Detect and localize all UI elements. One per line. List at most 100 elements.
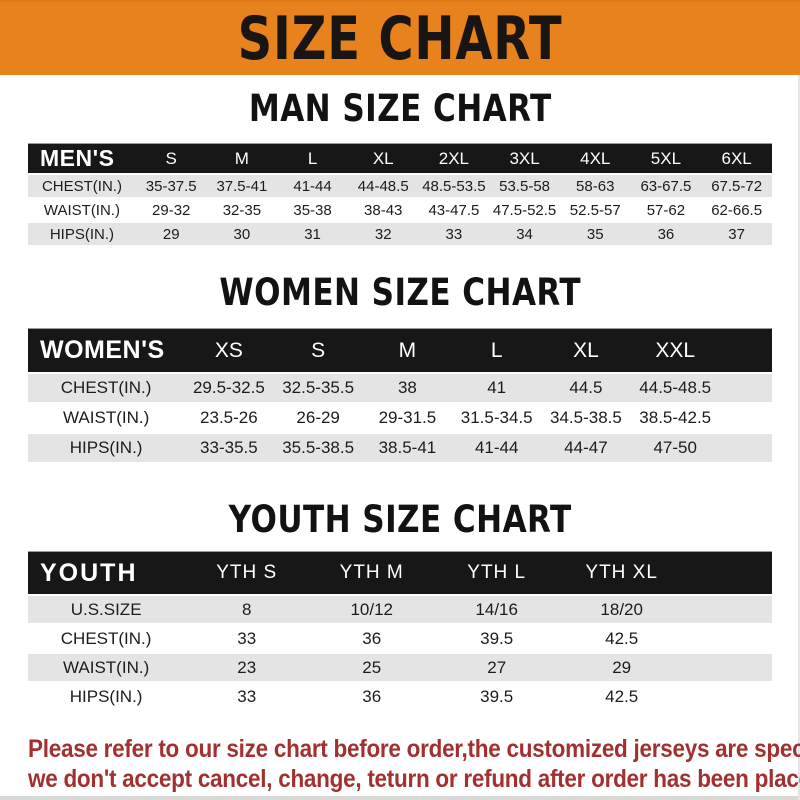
table-cell: 53.5-58 (489, 175, 560, 199)
table-cell: 63-67.5 (630, 175, 702, 199)
table-cell: 36 (309, 625, 435, 654)
column-header: XL (541, 328, 631, 374)
column-header: 6XL (701, 143, 772, 175)
table-cell: 42.5 (559, 625, 685, 654)
table-cell: 38 (362, 374, 453, 404)
table-corner-label: MEN'S (28, 143, 136, 175)
table-cell: 47.5-52.5 (489, 199, 560, 223)
table-cell: 41-44 (277, 175, 348, 199)
table-cell: 8 (184, 596, 310, 625)
table-row: HIPS(IN.) 33 36 39.5 42.5 (28, 683, 772, 712)
column-header: YTH M (309, 551, 435, 596)
row-label: CHEST(IN.) (28, 625, 185, 654)
header-spacer (684, 551, 772, 596)
table-cell: 41-44 (452, 434, 542, 464)
table-cell: 57-62 (630, 199, 702, 223)
table-cell: 35.5-38.5 (273, 434, 363, 464)
table-cell: 23 (184, 654, 310, 683)
row-label: U.S.SIZE (28, 596, 185, 625)
table-cell: 38-43 (347, 199, 419, 223)
table-cell: 34 (489, 223, 560, 247)
table-cell: 30 (206, 223, 278, 247)
table-cell: 23.5-26 (184, 404, 274, 434)
table-cell: 31 (277, 223, 348, 247)
table-cell: 43-47.5 (418, 199, 490, 223)
women-size-table: WOMEN'S XS S M L XL XXL CHEST(IN.) 29.5-32.5 32.5… (28, 328, 772, 464)
table-cell: 18/20 (559, 596, 685, 625)
table-cell: 44.5 (541, 374, 631, 404)
table-cell: 67.5-72 (701, 175, 772, 199)
column-header: 4XL (559, 143, 631, 175)
column-header: YTH XL (559, 551, 685, 596)
row-label: HIPS(IN.) (28, 683, 185, 712)
row-label: WAIST(IN.) (28, 199, 136, 223)
table-cell: 35-38 (277, 199, 348, 223)
column-header: L (277, 143, 348, 175)
banner: SIZE CHART (0, 0, 800, 75)
table-cell: 35 (559, 223, 631, 247)
table-cell: 39.5 (434, 625, 560, 654)
table-cell: 58-63 (559, 175, 631, 199)
table-cell: 29-32 (135, 199, 207, 223)
table-cell: 38.5-42.5 (630, 404, 720, 434)
table-corner-label: WOMEN'S (28, 328, 185, 374)
page-title: SIZE CHART (237, 3, 563, 74)
table-cell: 44-48.5 (347, 175, 419, 199)
table-cell: 34.5-38.5 (541, 404, 631, 434)
table-cell: 52.5-57 (559, 199, 631, 223)
table-cell: 36 (309, 683, 435, 712)
section-title-men: MAN SIZE CHART (0, 89, 800, 129)
table-cell: 33-35.5 (184, 434, 274, 464)
men-size-table: MEN'S S M L XL 2XL 3XL 4XL 5XL 6XL CHEST(IN.) 35-37… (28, 143, 772, 247)
table-cell: 29 (559, 654, 685, 683)
table-cell: 47-50 (630, 434, 720, 464)
section-title-women: WOMEN SIZE CHART (0, 273, 800, 313)
section-title-women-text: WOMEN SIZE CHART (219, 271, 581, 314)
table-cell: 44-47 (541, 434, 631, 464)
column-header: L (452, 328, 542, 374)
table-cell: 29-31.5 (362, 404, 453, 434)
row-label: CHEST(IN.) (28, 374, 185, 404)
table-cell: 27 (434, 654, 560, 683)
table-row: HIPS(IN.) 29 30 31 32 33 34 35 36 37 (28, 223, 772, 247)
column-header: 3XL (489, 143, 560, 175)
row-spacer (684, 654, 772, 683)
section-title-men-text: MAN SIZE CHART (248, 87, 552, 130)
table-cell: 44.5-48.5 (630, 374, 720, 404)
row-spacer (684, 683, 772, 712)
table-row: WAIST(IN.) 23 25 27 29 (28, 654, 772, 683)
column-header: YTH L (434, 551, 560, 596)
column-header: M (206, 143, 278, 175)
table-row: WAIST(IN.) 29-32 32-35 35-38 38-43 43-47.5 47.… (28, 199, 772, 223)
table-cell: 37.5-41 (206, 175, 278, 199)
row-spacer (719, 374, 772, 404)
column-header: 2XL (418, 143, 490, 175)
column-header: 5XL (630, 143, 702, 175)
row-label: HIPS(IN.) (28, 223, 136, 247)
table-cell: 32.5-35.5 (273, 374, 363, 404)
header-row: MEN'S S M L XL 2XL 3XL 4XL 5XL 6XL (28, 143, 772, 175)
table-cell: 42.5 (559, 683, 685, 712)
table-row: U.S.SIZE 8 10/12 14/16 18/20 (28, 596, 772, 625)
table-cell: 29 (135, 223, 207, 247)
table-row: CHEST(IN.) 35-37.5 37.5-41 41-44 44-48.5 48.5… (28, 175, 772, 199)
table-cell: 14/16 (434, 596, 560, 625)
table-cell: 33 (184, 683, 310, 712)
table-cell: 26-29 (273, 404, 363, 434)
header-row: YOUTH YTH S YTH M YTH L YTH XL (28, 551, 772, 596)
table-cell: 31.5-34.5 (452, 404, 542, 434)
table-cell: 39.5 (434, 683, 560, 712)
row-label: HIPS(IN.) (28, 434, 185, 464)
column-header: YTH S (184, 551, 310, 596)
table-cell: 10/12 (309, 596, 435, 625)
column-header: XXL (630, 328, 720, 374)
row-spacer (684, 625, 772, 654)
youth-size-table: YOUTH YTH S YTH M YTH L YTH XL U.S.SIZE 8 10/12… (28, 551, 772, 712)
table-row: CHEST(IN.) 29.5-32.5 32.5-35.5 38 41 44.5 44.5… (28, 374, 772, 404)
row-label: CHEST(IN.) (28, 175, 136, 199)
table-cell: 32 (347, 223, 419, 247)
section-title-youth-text: YOUTH SIZE CHART (228, 498, 572, 541)
row-spacer (684, 596, 772, 625)
table-row: CHEST(IN.) 33 36 39.5 42.5 (28, 625, 772, 654)
table-cell: 48.5-53.5 (418, 175, 490, 199)
